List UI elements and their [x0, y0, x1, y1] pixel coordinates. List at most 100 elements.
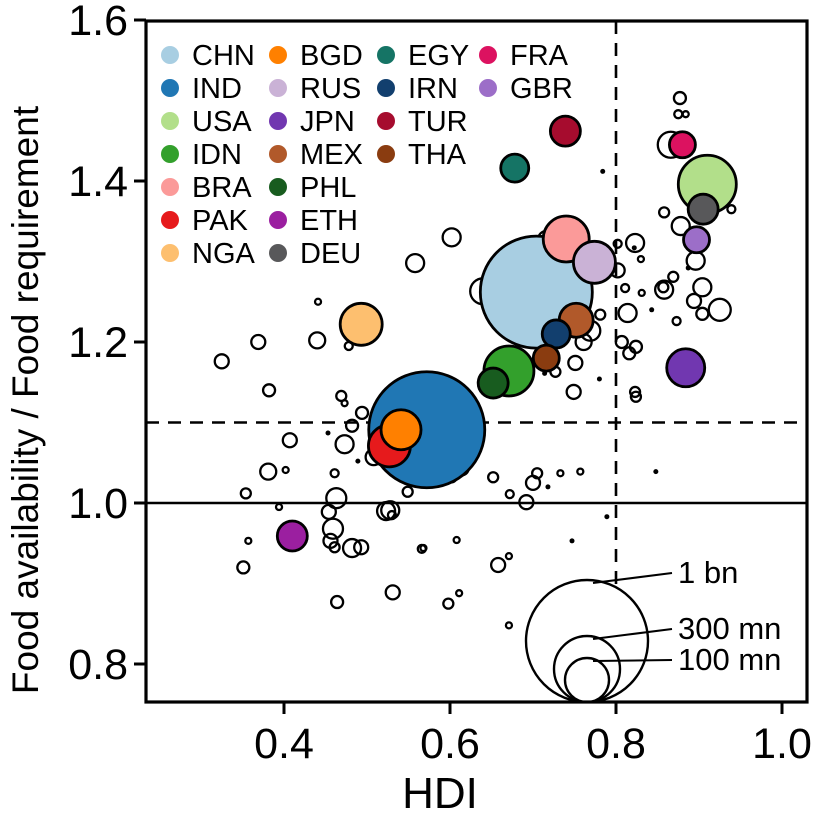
legend-swatch-DEU	[269, 244, 287, 262]
small-country-bubble	[576, 467, 585, 476]
size-legend-circle-100-mn	[563, 656, 611, 704]
legend-swatch-USA	[161, 112, 179, 130]
small-country-bubble	[504, 551, 514, 561]
small-country-bubble	[489, 556, 507, 574]
x-tick-label-1.0: 1.0	[752, 720, 812, 768]
small-country-bubble	[671, 315, 682, 327]
size-legend-leader-1-bn	[592, 572, 673, 584]
small-country-bubble	[617, 302, 638, 324]
tiny-country-dot	[600, 168, 606, 174]
small-country-bubble	[504, 488, 515, 500]
legend-swatch-IND	[161, 79, 179, 97]
small-country-bubble	[619, 282, 631, 294]
tiny-country-dot	[631, 245, 637, 251]
small-country-bubble	[567, 354, 584, 372]
tiny-country-dot	[355, 458, 361, 464]
legend-swatch-IRN	[377, 79, 395, 97]
legend-label-BGD: BGD	[300, 40, 363, 72]
legend-label-DEU: DEU	[300, 238, 361, 270]
tiny-country-dot	[596, 376, 602, 382]
small-country-bubble	[320, 503, 337, 521]
legend-label-IDN: IDN	[192, 139, 242, 171]
small-country-bubble	[681, 110, 690, 119]
small-country-bubble	[657, 281, 670, 294]
small-country-bubble	[416, 543, 427, 555]
legend-label-RUS: RUS	[300, 73, 361, 105]
small-country-bubble	[565, 383, 582, 401]
small-country-bubble	[667, 270, 680, 283]
tiny-country-dot	[545, 484, 551, 490]
small-country-bubble	[695, 306, 710, 321]
small-country-bubble	[692, 277, 713, 298]
small-country-bubble	[340, 399, 349, 408]
legend-swatch-EGY	[377, 46, 395, 64]
legend-swatch-IDN	[161, 145, 179, 163]
size-legend-label-100-mn: 100 mn	[678, 642, 781, 677]
legend-swatch-BGD	[269, 46, 287, 64]
small-country-bubble	[637, 288, 646, 298]
country-bubble-RUS	[572, 239, 617, 285]
small-country-bubble	[452, 535, 461, 545]
small-country-bubble	[281, 465, 290, 475]
small-country-bubble	[384, 584, 401, 601]
plot-border	[144, 19, 809, 704]
country-bubble-GBR	[682, 225, 711, 255]
tiny-country-dot	[653, 469, 659, 475]
y-tick-label-1.0: 1.0	[68, 480, 128, 528]
small-country-bubble	[325, 487, 348, 510]
legend-swatch-PHL	[269, 178, 287, 196]
small-country-bubble	[622, 346, 637, 361]
legend-label-THA: THA	[408, 139, 467, 171]
country-bubble-TUR	[548, 114, 582, 148]
small-country-bubble	[707, 297, 732, 322]
small-country-bubble	[329, 594, 345, 610]
legend-label-EGY: EGY	[408, 40, 469, 72]
small-country-bubble	[259, 462, 278, 481]
y-tick-label-1.6: 1.6	[68, 0, 128, 45]
small-country-bubble	[504, 621, 514, 630]
country-bubble-FRA	[668, 130, 697, 160]
country-bubble-NGA	[338, 301, 384, 347]
country-bubble-BGD	[379, 408, 423, 452]
small-country-bubble	[594, 308, 607, 321]
small-country-bubble	[354, 405, 370, 420]
small-country-bubble	[624, 232, 646, 254]
tiny-country-dot	[569, 538, 575, 544]
small-country-bubble	[329, 468, 340, 479]
legend-label-IRN: IRN	[408, 73, 458, 105]
tiny-country-dot	[325, 430, 331, 436]
legend-swatch-GBR	[479, 79, 497, 97]
legend-swatch-THA	[377, 145, 395, 163]
small-country-bubble	[556, 469, 565, 478]
legend-swatch-BRA	[161, 178, 179, 196]
small-country-bubble	[321, 517, 345, 540]
legend-label-JPN: JPN	[300, 106, 355, 138]
small-country-bubble	[487, 471, 500, 484]
small-country-bubble	[308, 331, 327, 350]
small-country-bubble	[441, 227, 462, 248]
legend-label-TUR: TUR	[408, 106, 468, 138]
country-bubble-DEU	[686, 192, 720, 226]
legend-label-GBR: GBR	[510, 73, 573, 105]
legend-label-BRA: BRA	[192, 172, 252, 204]
small-country-bubble	[726, 204, 737, 215]
legend-swatch-RUS	[269, 79, 287, 97]
country-bubble-PHL	[476, 366, 510, 400]
legend-swatch-FRA	[479, 46, 497, 64]
small-country-bubble	[353, 539, 370, 556]
small-country-bubble	[341, 537, 363, 559]
size-legend-leader-300-mn	[592, 628, 673, 640]
small-country-bubble	[657, 206, 671, 219]
small-country-bubble	[250, 333, 267, 351]
country-bubble-THA	[531, 343, 561, 373]
x-axis-title: HDI	[402, 769, 478, 818]
y-tick-label-1.2: 1.2	[68, 319, 128, 367]
x-tick-label-0.6: 0.6	[420, 720, 480, 768]
legend-label-PAK: PAK	[192, 205, 249, 237]
legend-label-IND: IND	[192, 73, 242, 105]
legend-swatch-JPN	[269, 112, 287, 130]
small-country-bubble	[404, 252, 426, 274]
small-country-bubble	[672, 90, 688, 106]
